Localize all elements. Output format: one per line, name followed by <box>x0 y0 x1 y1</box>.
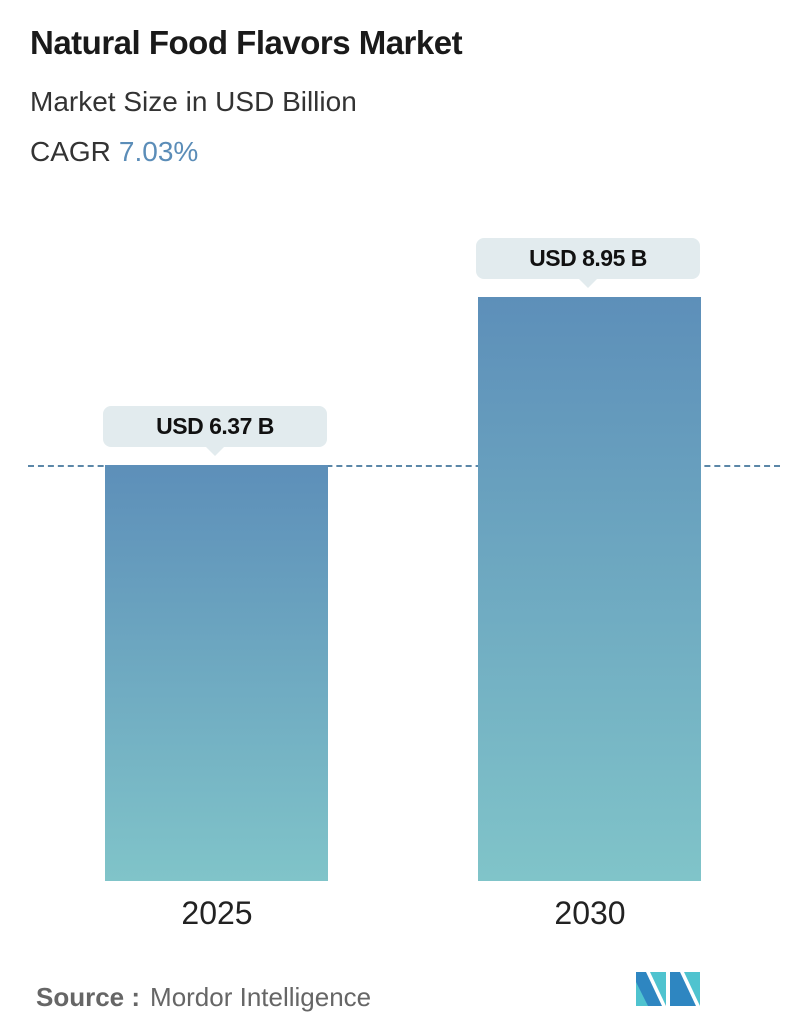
bar-2025 <box>105 465 328 881</box>
reference-line <box>28 465 780 468</box>
chart-title: Natural Food Flavors Market <box>30 24 463 61</box>
chart-subtitle: Market Size in USD Billion <box>30 86 357 117</box>
x-tick-label: 2030 <box>554 895 626 931</box>
cagr: CAGR 7.03% <box>30 136 198 168</box>
data-label: USD 8.95 B <box>476 238 700 288</box>
source-value: Mordor Intelligence <box>150 982 372 1012</box>
mordor-logo-icon <box>636 972 700 1006</box>
source: Source : Mordor Intelligence <box>36 982 371 1013</box>
source-label: Source : <box>36 982 141 1012</box>
cagr-value: 7.03% <box>118 136 199 167</box>
cagr-label: CAGR <box>30 136 111 167</box>
data-label: USD 6.37 B <box>103 406 327 457</box>
bar-2030 <box>478 297 701 881</box>
x-tick-label: 2025 <box>181 895 253 931</box>
